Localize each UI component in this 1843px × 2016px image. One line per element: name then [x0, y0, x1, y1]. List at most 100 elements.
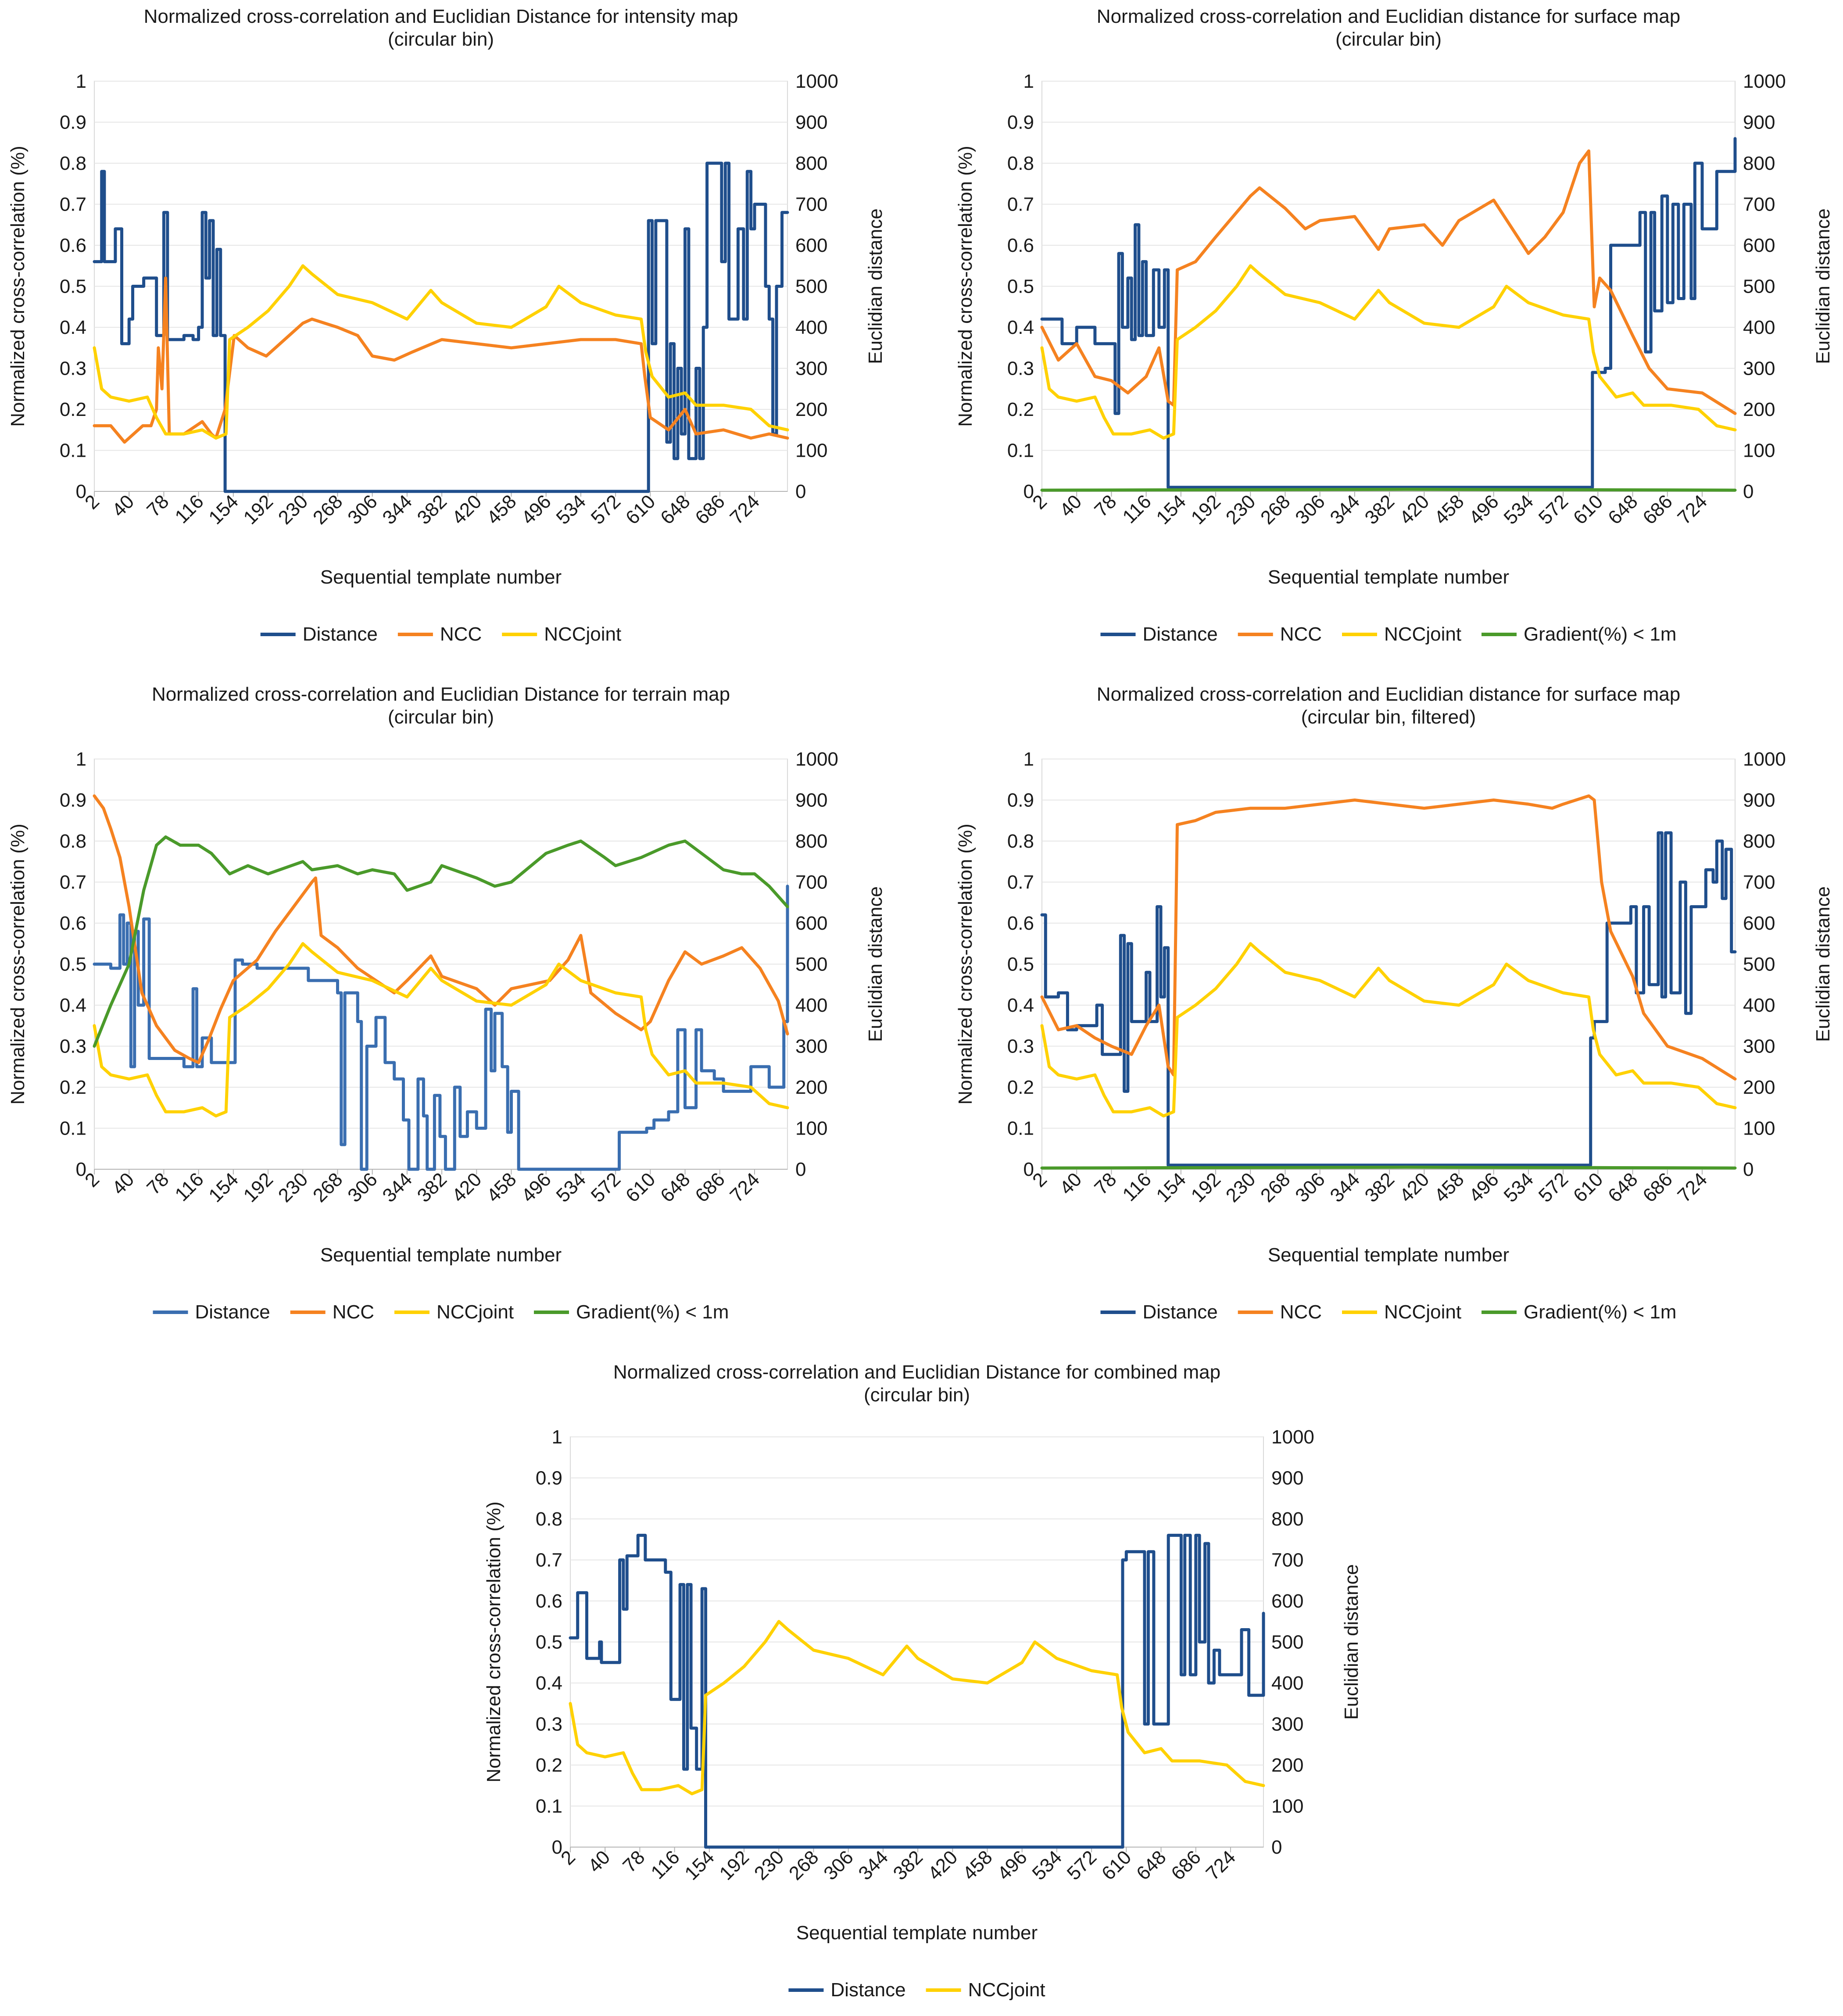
y-right-tick-label: 400 — [795, 317, 827, 338]
legend-item: NCC — [397, 623, 482, 645]
y-right-axis-label: Euclidian distance — [865, 208, 886, 364]
x-tick-label: 382 — [1361, 1168, 1399, 1207]
y-left-tick-label: 0 — [76, 481, 86, 502]
y-right-tick-label: 1000 — [795, 71, 838, 92]
x-tick-label: 534 — [1028, 1846, 1066, 1884]
x-tick-label: 78 — [1090, 1168, 1120, 1199]
chart-surface-map-filtered: Normalized cross-correlation and Euclidi… — [948, 678, 1843, 1338]
chart-title: Normalized cross-correlation and Euclidi… — [152, 684, 730, 705]
y-right-tick-label: 600 — [1743, 235, 1775, 256]
y-right-tick-label: 0 — [1743, 1159, 1754, 1180]
x-tick-label: 382 — [413, 1168, 451, 1207]
chart-terrain-map: Normalized cross-correlation and Euclidi… — [0, 678, 895, 1338]
y-left-tick-label: 0.3 — [1007, 1036, 1034, 1057]
y-left-tick-label: 0.1 — [1007, 1118, 1034, 1139]
x-tick-label: 420 — [924, 1846, 962, 1884]
x-tick-label: 78 — [619, 1846, 649, 1876]
x-tick-label: 534 — [1499, 1168, 1538, 1207]
x-tick-label: 268 — [785, 1846, 823, 1884]
legend-item: NCCjoint — [394, 1301, 514, 1323]
x-tick-label: 534 — [552, 491, 590, 529]
legend-item: Distance — [1100, 623, 1218, 645]
x-tick-label: 192 — [240, 491, 278, 529]
y-right-tick-label: 100 — [1743, 440, 1775, 462]
y-right-tick-label: 500 — [1743, 954, 1775, 975]
x-tick-label: 344 — [854, 1846, 892, 1884]
x-tick-label: 382 — [889, 1846, 927, 1884]
y-right-tick-label: 100 — [795, 440, 827, 462]
x-tick-label: 230 — [750, 1846, 788, 1884]
x-tick-label: 724 — [1202, 1846, 1240, 1884]
x-tick-label: 724 — [1673, 491, 1711, 529]
y-left-tick-label: 1 — [76, 71, 86, 92]
x-tick-label: 610 — [1569, 1168, 1607, 1207]
y-left-tick-label: 0.6 — [60, 235, 86, 256]
chart-subtitle: (circular bin) — [388, 706, 494, 728]
y-right-tick-label: 500 — [1271, 1632, 1303, 1653]
y-left-tick-label: 0.1 — [536, 1796, 562, 1817]
y-left-tick-label: 0.5 — [536, 1632, 562, 1653]
chart-subtitle: (circular bin) — [388, 29, 494, 50]
y-left-tick-label: 0.6 — [536, 1590, 562, 1612]
x-tick-label: 610 — [622, 1168, 660, 1207]
x-tick-label: 572 — [587, 1168, 625, 1207]
y-left-axis-label: Normalized cross-correlation (%) — [483, 1501, 505, 1783]
legend-label: NCCjoint — [968, 1979, 1045, 2001]
chart-svg: Normalized cross-correlation and Euclidi… — [483, 1361, 1362, 2001]
legend-item: NCCjoint — [926, 1979, 1045, 2001]
x-tick-label: 116 — [171, 1168, 208, 1205]
x-tick-label: 610 — [1569, 491, 1607, 529]
x-tick-label: 306 — [820, 1846, 858, 1884]
y-right-tick-label: 200 — [795, 399, 827, 420]
y-right-axis-label: Euclidian distance — [865, 886, 886, 1042]
legend-label: Distance — [1143, 1301, 1218, 1323]
legend-label: Distance — [195, 1301, 270, 1323]
y-right-tick-label: 900 — [795, 790, 827, 811]
x-tick-label: 268 — [1256, 1168, 1295, 1207]
legend-item: Gradient(%) < 1m — [1482, 1301, 1676, 1323]
x-tick-label: 154 — [680, 1846, 719, 1884]
x-tick-label: 572 — [1535, 1168, 1573, 1207]
y-left-tick-label: 0 — [1023, 481, 1034, 502]
y-right-tick-label: 800 — [795, 831, 827, 852]
x-tick-label: 724 — [1673, 1168, 1711, 1207]
y-right-tick-label: 200 — [1271, 1755, 1303, 1776]
y-left-tick-label: 0.7 — [60, 872, 86, 893]
y-left-tick-label: 0.1 — [1007, 440, 1034, 462]
x-tick-label: 458 — [1430, 1168, 1468, 1207]
x-tick-label: 40 — [1056, 491, 1086, 521]
legend-label: Gradient(%) < 1m — [1524, 623, 1676, 645]
x-tick-label: 648 — [1604, 1168, 1642, 1207]
y-right-tick-label: 300 — [1743, 1036, 1775, 1057]
x-tick-label: 420 — [1396, 1168, 1434, 1207]
y-left-tick-label: 0.3 — [60, 1036, 86, 1057]
y-left-tick-label: 0.2 — [60, 399, 86, 420]
x-tick-label: 154 — [1152, 1168, 1190, 1207]
legend-item: Distance — [1100, 1301, 1218, 1323]
x-axis-label: Sequential template number — [320, 566, 562, 588]
y-right-tick-label: 900 — [1743, 790, 1775, 811]
y-right-tick-label: 300 — [795, 1036, 827, 1057]
x-tick-label: 40 — [1056, 1168, 1086, 1199]
x-tick-label: 496 — [1465, 491, 1503, 529]
x-tick-label: 686 — [1167, 1846, 1205, 1884]
series-line-distance — [1040, 137, 1737, 489]
legend-label: NCC — [1280, 1301, 1322, 1323]
legend-label: Distance — [303, 623, 378, 645]
chart-svg: Normalized cross-correlation and Euclidi… — [955, 684, 1834, 1323]
series-line-nccjoint — [1040, 942, 1737, 1117]
y-left-tick-label: 0 — [1023, 1159, 1034, 1180]
x-axis-label: Sequential template number — [1268, 1244, 1509, 1266]
chart-surface-map: Normalized cross-correlation and Euclidi… — [948, 0, 1843, 660]
x-tick-label: 610 — [1098, 1846, 1136, 1884]
x-tick-label: 230 — [1222, 1168, 1260, 1207]
series-line-distance — [93, 884, 789, 1171]
y-right-tick-label: 1000 — [1271, 1426, 1314, 1448]
legend-item: NCC — [1238, 1301, 1322, 1323]
y-right-tick-label: 700 — [1743, 872, 1775, 893]
x-tick-label: 496 — [517, 1168, 555, 1207]
y-right-tick-label: 900 — [795, 112, 827, 133]
y-left-tick-label: 0.1 — [60, 440, 86, 462]
y-right-tick-label: 0 — [1271, 1837, 1282, 1858]
y-right-tick-label: 500 — [1743, 276, 1775, 297]
